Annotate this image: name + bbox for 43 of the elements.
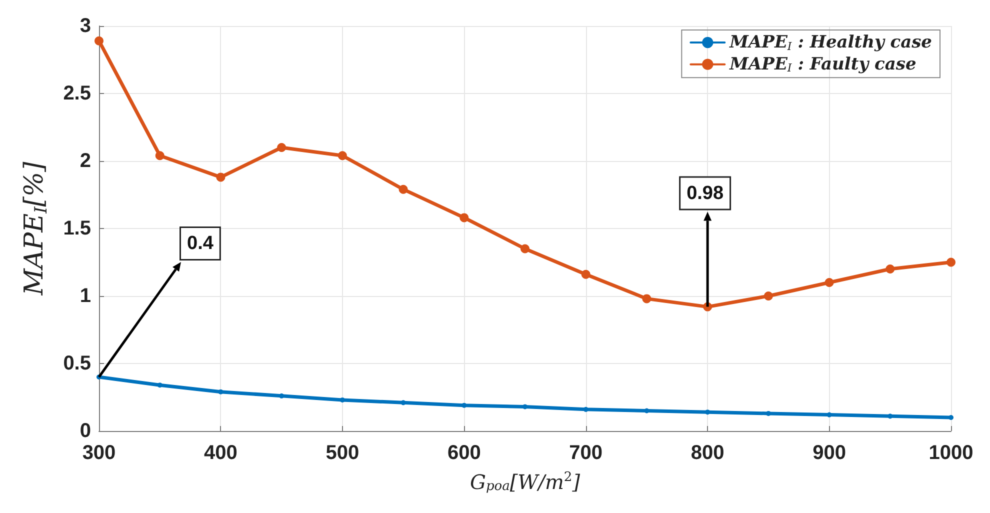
legend-label: MAPEI : Healthy case: [728, 32, 932, 53]
point: [522, 404, 528, 410]
y-axis-title: MAPEI[%]: [20, 160, 50, 296]
annotation: 0.4: [187, 233, 214, 254]
point: [460, 213, 469, 222]
y-tick-label: 0.5: [63, 352, 91, 374]
point: [826, 412, 832, 418]
point: [581, 270, 590, 279]
x-tick-label: 500: [326, 442, 360, 464]
x-tick-label: 900: [812, 442, 846, 464]
point: [462, 402, 467, 408]
point: [218, 389, 224, 394]
point: [946, 258, 956, 267]
y-tick-label: 1.5: [63, 218, 91, 240]
legend-label: MAPEI : Faulty case: [728, 54, 916, 75]
x-tick-label: 400: [204, 442, 238, 464]
x-tick-label: 700: [569, 442, 603, 464]
point: [398, 184, 408, 194]
point: [948, 415, 954, 420]
point: [400, 400, 406, 406]
y-tick-label: 2: [80, 150, 91, 172]
y-tick-label: 3: [80, 15, 91, 37]
y-tick-label: 2.5: [63, 82, 91, 104]
x-tick-label: 600: [447, 442, 481, 464]
x-tick-label: 800: [690, 442, 724, 464]
y-tick-label: 0: [80, 420, 91, 442]
point: [279, 393, 284, 398]
point: [216, 172, 226, 182]
point: [764, 292, 773, 300]
point: [338, 151, 347, 160]
y-tick-label: 1: [80, 285, 91, 307]
point: [886, 264, 895, 274]
point: [644, 408, 650, 414]
annotation: 0.98: [686, 182, 724, 204]
point: [94, 36, 104, 46]
point: [277, 143, 286, 152]
point: [157, 382, 162, 388]
point: [642, 294, 652, 304]
point: [520, 244, 530, 254]
x-tick-label: 1000: [928, 442, 974, 464]
point: [824, 278, 834, 287]
x-tick-label: 300: [82, 442, 116, 464]
point: [155, 151, 164, 160]
